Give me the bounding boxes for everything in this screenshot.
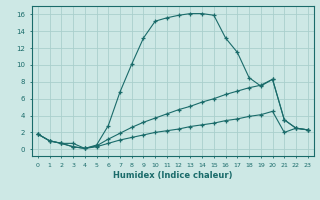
X-axis label: Humidex (Indice chaleur): Humidex (Indice chaleur) <box>113 171 233 180</box>
